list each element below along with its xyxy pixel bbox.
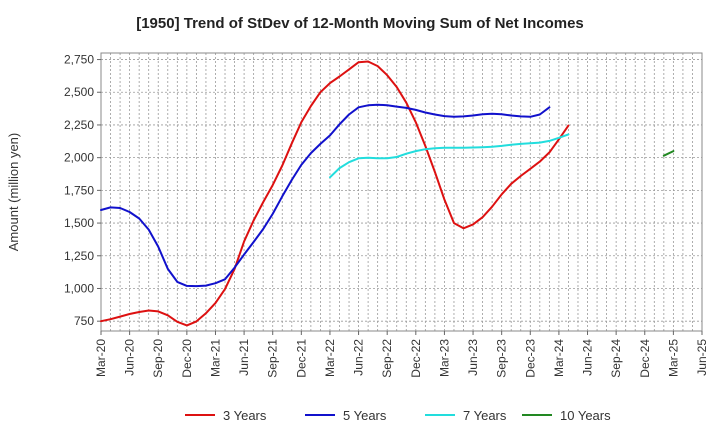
x-tick-label: Jun-21 (237, 339, 251, 376)
x-tick-label: Sep-22 (380, 339, 394, 378)
x-tick-label: Mar-24 (552, 339, 566, 377)
grid-lines (101, 53, 702, 331)
x-tick-label: Mar-23 (437, 339, 451, 377)
legend: 3 Years 5 Years 7 Years 10 Years (185, 408, 611, 423)
y-axis-ticks: 750 1,000 1,250 1,500 1,750 2,000 2,250 2,500 2,… (64, 53, 101, 328)
y-tick-label: 2,000 (64, 151, 94, 165)
x-tick-label: Dec-24 (638, 339, 652, 378)
x-tick-label: Dec-21 (294, 339, 308, 378)
x-tick-label: Sep-20 (151, 339, 165, 378)
x-tick-label: Jun-20 (123, 339, 137, 376)
x-tick-label: Mar-21 (208, 339, 222, 377)
x-tick-label: Mar-20 (94, 339, 108, 377)
y-tick-label: 1,500 (64, 216, 94, 230)
y-tick-label: 2,750 (64, 53, 94, 67)
x-tick-label: Mar-22 (323, 339, 337, 377)
x-tick-label: Sep-23 (495, 339, 509, 378)
series-line-7-years (329, 133, 570, 179)
y-tick-label: 1,750 (64, 183, 94, 197)
y-tick-label: 1,000 (64, 281, 94, 295)
x-tick-label: Dec-23 (523, 339, 537, 378)
x-tick-label: Dec-20 (180, 339, 194, 378)
legend-label: 10 Years (560, 408, 611, 423)
legend-label: 5 Years (343, 408, 387, 423)
x-tick-label: Sep-21 (266, 339, 280, 378)
series-line-10-years (662, 150, 675, 157)
legend-label: 7 Years (463, 408, 507, 423)
x-tick-label: Jun-22 (352, 339, 366, 376)
x-tick-label: Jun-24 (581, 339, 595, 376)
x-tick-label: Sep-24 (609, 339, 623, 378)
y-tick-label: 1,250 (64, 249, 94, 263)
x-tick-label: Jun-25 (695, 339, 709, 376)
y-axis-label: Amount (million yen) (6, 133, 21, 252)
x-tick-label: Mar-25 (666, 339, 680, 377)
series-lines (100, 60, 675, 327)
x-tick-label: Dec-22 (409, 339, 423, 378)
legend-label: 3 Years (223, 408, 267, 423)
series-line-5-years (100, 103, 551, 288)
x-tick-label: Jun-23 (466, 339, 480, 376)
y-tick-label: 750 (74, 314, 94, 328)
plot-area-frame (100, 52, 703, 332)
y-tick-label: 2,250 (64, 118, 94, 132)
y-tick-label: 2,500 (64, 85, 94, 99)
chart-title: [1950] Trend of StDev of 12-Month Moving… (136, 15, 584, 32)
series-line-3-years (100, 60, 570, 327)
x-axis-ticks: Mar-20 Jun-20 Sep-20 Dec-20 Mar-21 Jun-21 Sep-… (94, 331, 709, 378)
